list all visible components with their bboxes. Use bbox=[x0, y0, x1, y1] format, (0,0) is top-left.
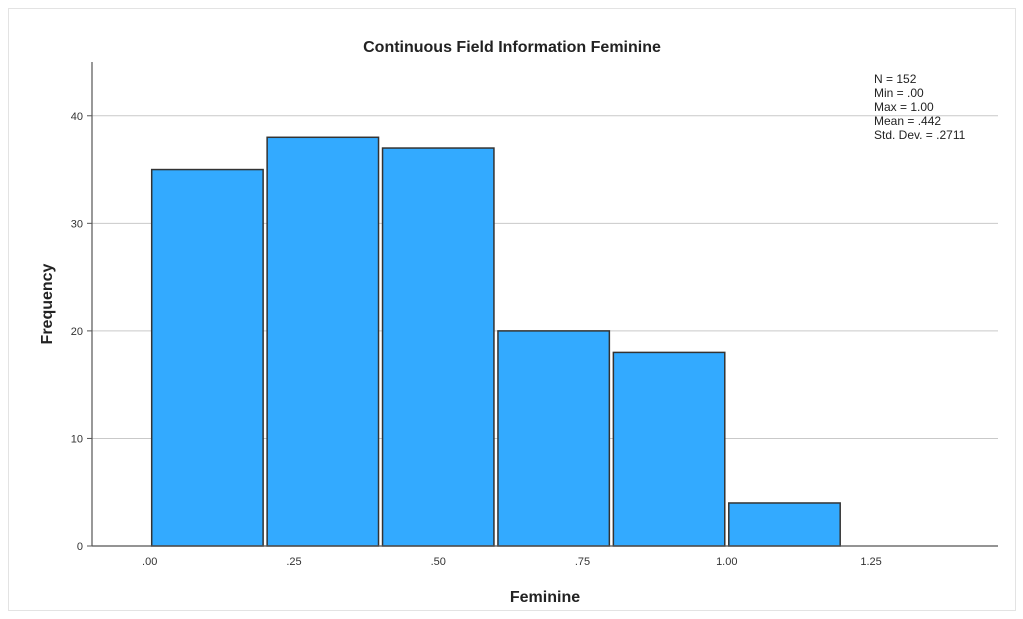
histogram-bar-2 bbox=[381, 147, 495, 547]
bars bbox=[150, 136, 841, 547]
histogram-bar-4 bbox=[612, 351, 726, 547]
x-tick-label-0: .00 bbox=[142, 556, 157, 568]
y-tick-label-20: 20 bbox=[71, 326, 83, 338]
chart-frame bbox=[8, 8, 1016, 611]
x-axis-title: Feminine bbox=[510, 589, 580, 606]
stat-std-dev: Std. Dev. = .2711 bbox=[874, 128, 966, 142]
statistics-box: N = 152 Min = .00 Max = 1.00 Mean = .442… bbox=[874, 72, 966, 142]
histogram-bar-1 bbox=[266, 136, 380, 547]
y-tick-label-0: 0 bbox=[77, 541, 83, 553]
histogram-bar-5 bbox=[728, 502, 841, 547]
x-tick-labels: .00 .25 .50 .75 1.00 1.25 bbox=[142, 556, 882, 568]
histogram-bar-3 bbox=[497, 330, 611, 547]
y-tick-label-30: 30 bbox=[71, 218, 83, 230]
x-tick-label-4: 1.00 bbox=[716, 556, 737, 568]
x-tick-label-1: .25 bbox=[286, 556, 301, 568]
axes bbox=[91, 62, 998, 547]
histogram-bar-0 bbox=[150, 168, 264, 547]
x-tick-label-3: .75 bbox=[575, 556, 590, 568]
y-axis-title: Frequency bbox=[39, 263, 56, 344]
chart-title: Continuous Field Information Feminine bbox=[363, 39, 661, 56]
y-tick-labels: 0 10 20 30 40 bbox=[71, 111, 92, 553]
x-tick-label-2: .50 bbox=[431, 556, 446, 568]
x-tick-label-5: 1.25 bbox=[860, 556, 881, 568]
stat-n: N = 152 bbox=[874, 72, 917, 86]
stat-max: Max = 1.00 bbox=[874, 100, 934, 114]
stat-mean: Mean = .442 bbox=[874, 114, 941, 128]
y-tick-label-40: 40 bbox=[71, 111, 83, 123]
stat-min: Min = .00 bbox=[874, 86, 924, 100]
y-tick-label-10: 10 bbox=[71, 433, 83, 445]
